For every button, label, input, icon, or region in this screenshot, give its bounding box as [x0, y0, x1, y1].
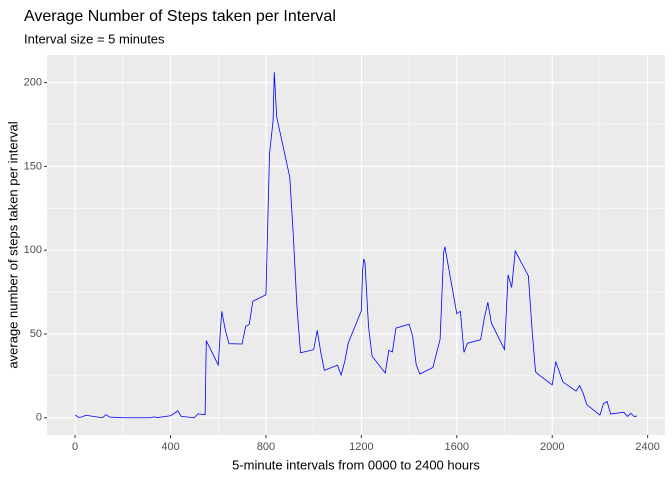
x-tick-label: 1600 — [445, 441, 469, 453]
x-tick-label: 2400 — [635, 441, 659, 453]
x-tick-label: 2000 — [540, 441, 564, 453]
x-tick-label: 800 — [257, 441, 275, 453]
y-tick-label: 50 — [30, 328, 42, 340]
plot-panel — [47, 55, 665, 435]
x-axis-label: 5-minute intervals from 0000 to 2400 hou… — [232, 457, 480, 472]
x-tick-label: 0 — [72, 441, 78, 453]
x-tick-label: 1200 — [349, 441, 373, 453]
data-line — [74, 72, 638, 419]
x-tick-label: 400 — [161, 441, 179, 453]
y-tick-label: 200 — [24, 77, 42, 89]
y-axis-label: average number of steps taken per interv… — [5, 121, 20, 368]
chart-title: Average Number of Steps taken per Interv… — [24, 8, 336, 25]
y-tick-label: 150 — [24, 160, 42, 172]
y-tick-label: 0 — [36, 412, 42, 424]
y-tick-label: 100 — [24, 244, 42, 256]
chart-subtitle: Interval size = 5 minutes — [24, 31, 165, 46]
